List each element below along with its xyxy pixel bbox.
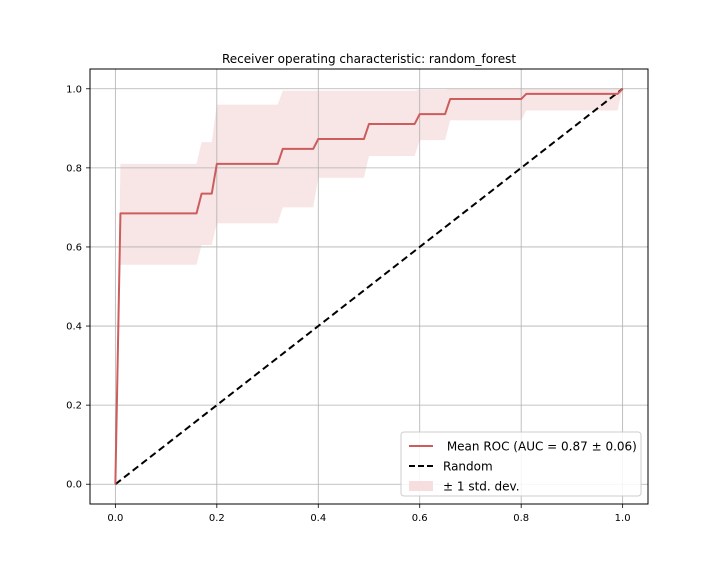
x-tick-label: 0.6 — [412, 513, 428, 524]
random-line — [114, 87, 624, 486]
legend-swatch-band — [409, 481, 433, 491]
x-tick-label: 0.4 — [310, 513, 326, 524]
y-tick-label: 0.4 — [66, 322, 82, 333]
legend: Mean ROC (AUC = 0.87 ± 0.06) Random ± 1 st… — [400, 431, 642, 497]
x-tick-label: 0.8 — [513, 513, 529, 524]
x-tick-label: 1.0 — [615, 513, 631, 524]
legend-label: Random — [443, 460, 493, 474]
x-tick-label: 0.0 — [107, 513, 123, 524]
chart-title: Receiver operating characteristic: rando… — [222, 52, 516, 66]
y-tick-label: 0.6 — [66, 242, 82, 253]
legend-label: Mean ROC (AUC = 0.87 ± 0.06) — [443, 440, 637, 454]
y-tick-label: 0.2 — [66, 401, 82, 412]
x-tick-label: 0.2 — [209, 513, 225, 524]
y-tick-label: 1.0 — [66, 84, 82, 95]
y-tick-label: 0.0 — [66, 480, 82, 491]
y-tick-label: 0.8 — [66, 163, 82, 174]
legend-box — [400, 431, 642, 497]
legend-label: ± 1 std. dev. — [443, 480, 520, 494]
axes-frame — [89, 68, 649, 505]
mean-roc-line — [114, 88, 624, 485]
std-dev-band — [115, 88, 623, 485]
